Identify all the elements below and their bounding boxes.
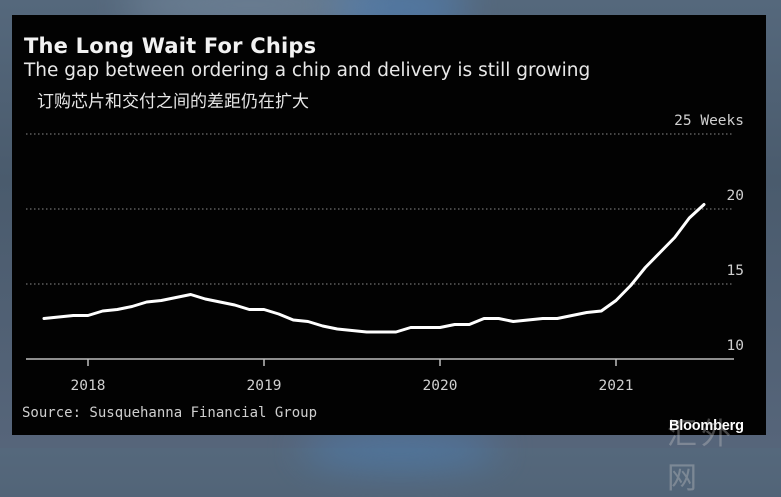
- x-tick-label-2019: 2019: [247, 378, 282, 394]
- y-tick-label-10: 10: [727, 338, 744, 354]
- x-tick-label-2021: 2021: [599, 378, 634, 394]
- x-tick-label-2018: 2018: [71, 378, 106, 394]
- y-tick-label-20: 20: [727, 188, 744, 204]
- series-line-0: [44, 205, 704, 333]
- line-chart: 10 15 20 25 Weeks 2018 2019 2020 2021: [0, 0, 781, 448]
- y-tick-label-15: 15: [727, 263, 744, 279]
- x-tick-label-2020: 2020: [423, 378, 458, 394]
- y-tick-label-25: 25 Weeks: [674, 113, 744, 129]
